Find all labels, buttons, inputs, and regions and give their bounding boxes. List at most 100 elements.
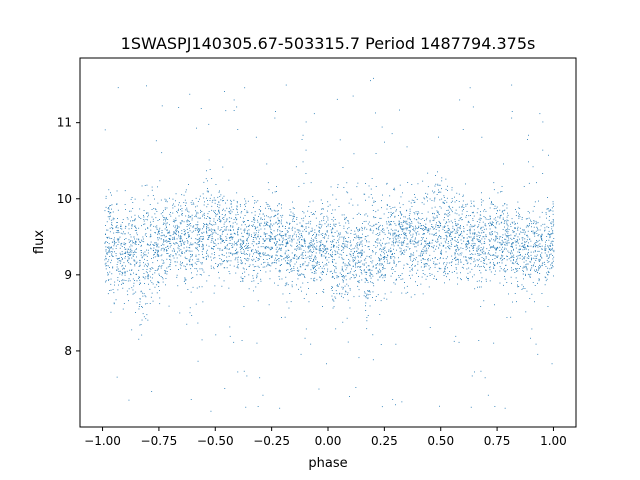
data-point — [491, 224, 493, 225]
data-point — [424, 240, 425, 242]
data-point — [500, 215, 501, 216]
data-point — [117, 227, 119, 229]
data-point — [278, 238, 280, 240]
data-point — [485, 270, 487, 271]
data-point — [186, 258, 188, 260]
data-point — [156, 253, 158, 255]
data-point — [346, 254, 348, 256]
data-point — [425, 247, 427, 249]
data-point — [425, 228, 427, 230]
data-point — [130, 263, 132, 265]
data-point — [269, 225, 271, 227]
data-point — [392, 253, 393, 254]
data-point — [434, 264, 436, 266]
data-point — [319, 227, 320, 229]
data-point — [178, 215, 180, 217]
data-point — [193, 225, 195, 227]
data-point — [280, 255, 282, 257]
data-point — [174, 227, 176, 229]
data-point — [130, 210, 132, 212]
data-point — [378, 264, 380, 266]
data-point — [505, 241, 507, 243]
data-point — [440, 223, 441, 224]
data-point — [189, 247, 191, 249]
data-point — [314, 271, 315, 273]
data-point — [199, 198, 200, 200]
data-point — [327, 201, 329, 203]
data-point — [477, 249, 479, 251]
data-point — [400, 234, 402, 235]
data-point — [455, 259, 457, 261]
data-point — [352, 261, 354, 263]
data-point — [427, 231, 429, 233]
data-point — [206, 223, 208, 225]
data-point — [530, 251, 532, 253]
data-point — [339, 272, 341, 274]
data-point — [157, 268, 159, 270]
data-point — [239, 244, 241, 245]
data-point — [526, 248, 527, 250]
data-point — [510, 252, 512, 254]
data-point — [465, 205, 467, 207]
data-point — [169, 242, 171, 244]
data-point — [408, 215, 410, 216]
data-point — [334, 269, 335, 271]
data-point — [163, 262, 165, 264]
data-point — [214, 285, 216, 287]
data-point — [479, 250, 481, 252]
data-point — [142, 252, 144, 254]
data-point — [117, 268, 119, 270]
data-point — [384, 233, 386, 235]
data-point — [303, 263, 305, 265]
data-point — [432, 239, 434, 241]
data-point — [415, 242, 417, 244]
data-point — [386, 221, 387, 223]
data-point — [377, 294, 379, 296]
data-point — [347, 294, 348, 295]
data-point — [424, 246, 426, 248]
data-point — [474, 224, 476, 226]
data-point — [426, 237, 427, 239]
data-point — [274, 282, 275, 284]
data-point — [270, 223, 272, 225]
data-point — [448, 247, 449, 249]
data-point — [112, 256, 114, 257]
data-point — [510, 260, 512, 262]
data-point — [252, 226, 254, 227]
data-point — [352, 252, 354, 254]
data-point — [370, 277, 372, 279]
data-point — [170, 215, 172, 217]
data-point — [432, 216, 434, 218]
data-point — [357, 244, 359, 246]
data-point — [400, 227, 402, 229]
data-point — [222, 166, 224, 168]
data-point — [292, 201, 293, 203]
data-point — [301, 253, 303, 255]
data-point — [162, 281, 164, 283]
data-point — [386, 204, 388, 205]
data-point — [281, 219, 282, 221]
data-point — [214, 257, 216, 259]
data-point — [179, 263, 181, 265]
data-point — [331, 232, 332, 234]
data-point — [517, 286, 519, 288]
data-point — [323, 217, 324, 219]
data-point — [345, 275, 347, 277]
data-point — [395, 238, 397, 240]
data-point — [228, 260, 230, 262]
data-point — [396, 209, 397, 211]
data-point — [170, 254, 172, 256]
data-point — [275, 111, 276, 112]
data-point — [342, 288, 344, 290]
data-point — [336, 246, 338, 248]
data-point — [113, 303, 115, 305]
data-point — [278, 270, 280, 272]
data-point — [388, 232, 390, 234]
data-point — [323, 265, 325, 267]
data-point — [105, 249, 107, 251]
data-point — [463, 267, 464, 269]
data-point — [384, 275, 386, 276]
data-point — [220, 235, 222, 237]
data-point — [221, 233, 223, 235]
data-point — [478, 239, 480, 241]
